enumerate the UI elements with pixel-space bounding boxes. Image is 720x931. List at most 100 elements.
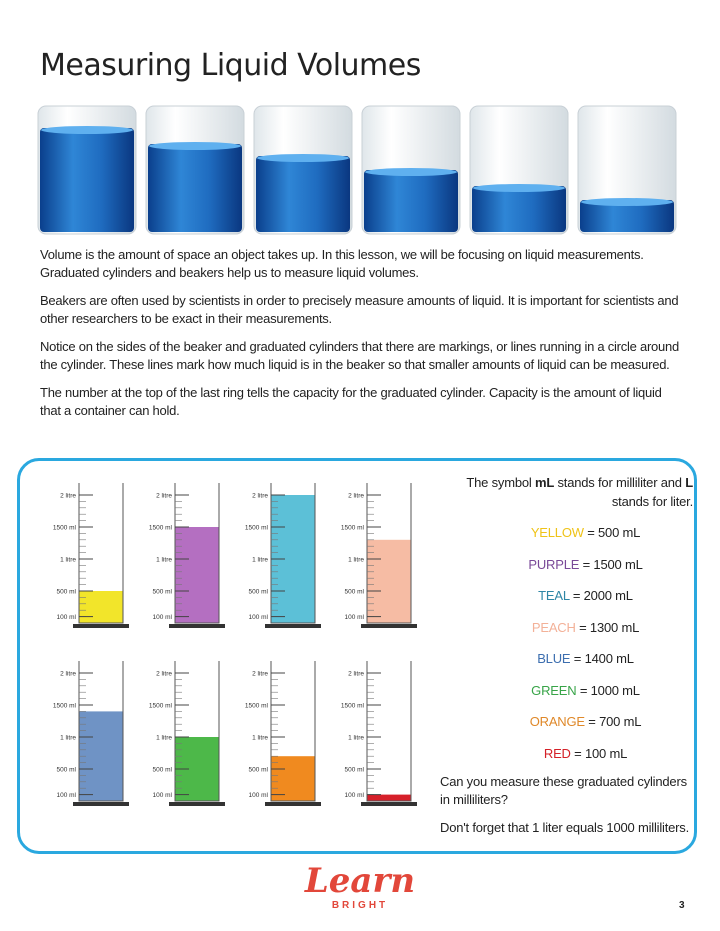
- logo-sub: BRIGHT: [331, 900, 389, 911]
- paragraph: Beakers are often used by scientists in …: [40, 293, 679, 326]
- legend-name: ORANGE: [529, 714, 585, 729]
- intro-bold: mL: [534, 475, 555, 490]
- scale-label: 100 ml: [248, 614, 268, 621]
- scale-label: 2 litre: [252, 671, 268, 678]
- scale-label: 500 ml: [56, 589, 76, 596]
- scale-label: 100 ml: [248, 792, 268, 799]
- scale-label: 100 ml: [152, 792, 172, 799]
- scale-label: 500 ml: [152, 589, 172, 596]
- tube: [174, 661, 220, 802]
- base: [361, 624, 417, 628]
- activity-box: 2 litre 1500 ml 1 litre 500 ml 100 ml 2 litre…: [17, 458, 697, 854]
- page-number: 3: [679, 900, 685, 911]
- scale-label: 1500 ml: [245, 703, 269, 710]
- scale-label: 1500 ml: [53, 703, 77, 710]
- scale-label: 1500 ml: [149, 525, 173, 532]
- liquid: [79, 711, 123, 801]
- scale-label: 100 ml: [56, 792, 76, 799]
- liquid: [79, 591, 123, 623]
- legend-amount: = 1500 mL: [582, 556, 643, 572]
- legend-name: PURPLE: [528, 556, 580, 572]
- scale-label: 500 ml: [344, 767, 364, 774]
- question: Can you measure these graduated cylinder…: [440, 774, 687, 807]
- scale-label: 1500 ml: [149, 703, 173, 710]
- scale-label: 100 ml: [152, 614, 172, 621]
- scale-label: 1 litre: [60, 735, 76, 742]
- liquid: [367, 539, 411, 623]
- tube: [78, 661, 124, 802]
- scale-label: 1 litre: [60, 557, 76, 564]
- scale-label: 1500 ml: [341, 525, 365, 532]
- scale-label: 500 ml: [56, 767, 76, 774]
- tube: [270, 483, 316, 624]
- scale-label: 500 ml: [248, 589, 268, 596]
- base: [265, 802, 321, 806]
- scale-label: 100 ml: [56, 614, 76, 621]
- scale-label: 100 ml: [344, 792, 364, 799]
- cylinders: 2 litre 1500 ml 1 litre 500 ml 100 ml 2 litre…: [53, 483, 417, 806]
- beaker: [361, 105, 461, 235]
- legend-name: YELLOW: [530, 525, 584, 540]
- intro-text: stands for milliliter and: [554, 475, 686, 490]
- scale-label: 2 litre: [60, 671, 76, 678]
- base: [265, 624, 321, 628]
- scale-label: 2 litre: [252, 493, 268, 500]
- beakers: [37, 105, 677, 235]
- legend-amount: = 1000 mL: [579, 682, 640, 698]
- legend-name: TEAL: [538, 588, 570, 603]
- question: Don't forget that 1 liter equals 1000 mi…: [440, 820, 689, 835]
- legend-amount: = 100 mL: [574, 745, 628, 761]
- scale-label: 1 litre: [252, 557, 268, 564]
- title: Measuring Liquid Volumes: [40, 48, 421, 83]
- legend-amount: = 2000 mL: [572, 588, 633, 603]
- scale-label: 2 litre: [348, 671, 364, 678]
- beaker: [37, 105, 137, 235]
- beaker: [577, 105, 677, 235]
- tube: [366, 483, 412, 624]
- legend-entry: TEAL = 2000 mL: [478, 580, 693, 612]
- paragraphs: Volume is the amount of space an object …: [40, 246, 682, 430]
- tube: [78, 483, 124, 624]
- base: [73, 624, 129, 628]
- beaker: [253, 105, 353, 235]
- legend-name: PEACH: [531, 619, 576, 635]
- scale-label: 2 litre: [156, 493, 172, 500]
- scale-label: 2 litre: [156, 671, 172, 678]
- beaker: [469, 105, 569, 235]
- legend: YELLOW = 500 mL PURPLE = 1500 mL TEAL = 20…: [478, 517, 693, 769]
- legend-name: BLUE: [537, 651, 571, 666]
- panel: The symbol mL stands for milliliter and …: [438, 473, 693, 837]
- scale-label: 1 litre: [348, 557, 364, 564]
- scale-label: 1 litre: [156, 557, 172, 564]
- liquid: [175, 527, 219, 623]
- tube: [366, 661, 412, 802]
- scale-label: 500 ml: [344, 589, 364, 596]
- legend-amount: = 700 mL: [588, 714, 642, 729]
- legend-entry: GREEN = 1000 mL: [478, 675, 693, 707]
- intro-bold: L: [685, 475, 693, 490]
- tube: [174, 483, 220, 624]
- tube: [270, 661, 316, 802]
- legend-name: RED: [543, 745, 571, 761]
- scale-label: 1500 ml: [53, 525, 77, 532]
- legend-entry: PURPLE = 1500 mL: [478, 549, 693, 581]
- legend-name: GREEN: [531, 682, 577, 698]
- scale-label: 1 litre: [348, 735, 364, 742]
- scale-label: 1 litre: [252, 735, 268, 742]
- scale-label: 100 ml: [344, 614, 364, 621]
- base: [169, 802, 225, 806]
- intro: The symbol mL stands for milliliter and …: [438, 473, 693, 511]
- scale-label: 1500 ml: [245, 525, 269, 532]
- legend-amount: = 1300 mL: [579, 619, 640, 635]
- liquid: [271, 756, 315, 801]
- logo-word: Learn: [304, 861, 416, 901]
- legend-entry: PEACH = 1300 mL: [478, 612, 693, 644]
- scale-label: 1500 ml: [341, 703, 365, 710]
- scale-label: 2 litre: [60, 493, 76, 500]
- liquid: [367, 794, 411, 801]
- base: [169, 624, 225, 628]
- scale-label: 1 litre: [156, 735, 172, 742]
- paragraph: The number at the top of the last ring t…: [40, 385, 662, 418]
- legend-entry: BLUE = 1400 mL: [478, 643, 693, 675]
